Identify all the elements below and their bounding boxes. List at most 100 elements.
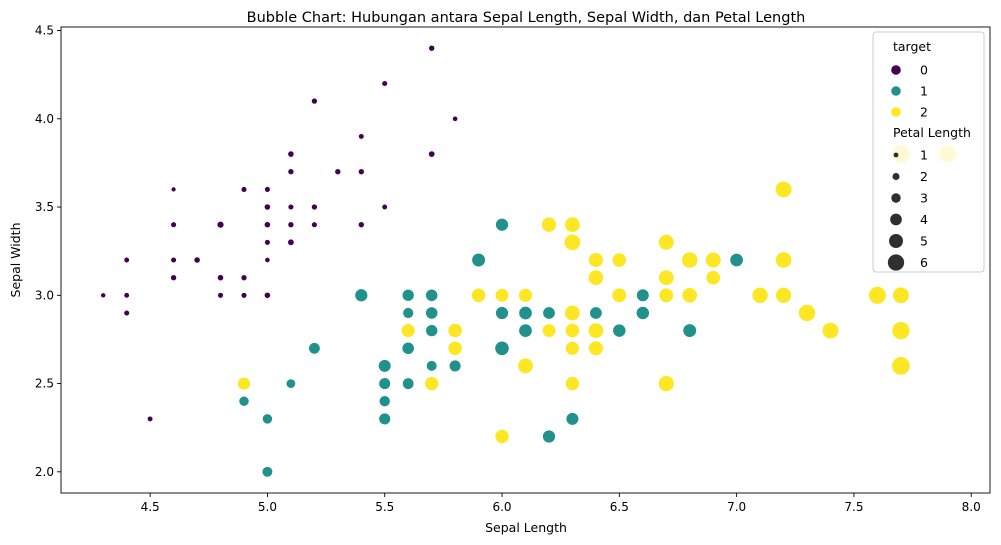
bubble-target-2 xyxy=(658,375,675,392)
legend-label-target-0: 0 xyxy=(920,63,928,78)
bubble-target-2 xyxy=(424,376,440,391)
legend-label-size-4: 4 xyxy=(920,212,928,227)
bubble-target-0 xyxy=(334,168,342,175)
bubble-target-2 xyxy=(564,323,580,339)
bubble-target-1 xyxy=(378,377,391,390)
legend-label-size-3: 3 xyxy=(920,191,928,206)
legend-label-size-6: 6 xyxy=(920,255,928,270)
legend-marker-target-2 xyxy=(891,107,901,117)
bubble-target-1 xyxy=(542,306,556,320)
bubble-target-2 xyxy=(611,287,627,303)
bubble-target-0 xyxy=(216,220,225,229)
bubble-target-1 xyxy=(494,340,510,356)
legend-marker-size-1 xyxy=(893,152,899,158)
y-tick-label: 4.0 xyxy=(35,112,54,126)
x-tick-label: 7.5 xyxy=(844,500,863,514)
chart-title: Bubble Chart: Hubungan antara Sepal Leng… xyxy=(247,10,806,26)
x-tick-label: 8.0 xyxy=(962,500,981,514)
legend-marker-size-5 xyxy=(889,234,903,248)
bubble-target-0 xyxy=(287,203,295,211)
bubble-target-0 xyxy=(217,274,224,282)
bubble-target-1 xyxy=(495,306,509,320)
y-tick-label: 2.0 xyxy=(35,465,54,479)
bubble-target-2 xyxy=(447,340,463,356)
bubble-target-2 xyxy=(611,252,627,268)
bubble-target-1 xyxy=(518,323,533,338)
x-axis-label: Sepal Length xyxy=(485,520,567,535)
x-tick-label: 6.5 xyxy=(610,500,629,514)
bubble-target-2 xyxy=(564,305,581,321)
bubble-target-2 xyxy=(401,323,416,338)
bubble-target-0 xyxy=(264,291,271,299)
bubble-target-2 xyxy=(891,321,911,340)
bubble-target-1 xyxy=(426,360,438,372)
bubble-target-2 xyxy=(658,269,675,286)
legend-hue-entries: 0 1 2 xyxy=(891,63,928,120)
bubble-target-2 xyxy=(471,287,487,303)
bubble-target-0 xyxy=(358,221,365,228)
bubble-target-0 xyxy=(287,238,295,246)
bubble-target-1 xyxy=(448,359,462,373)
bubble-target-0 xyxy=(428,150,436,158)
x-tick-label: 6.0 xyxy=(492,500,511,514)
legend-marker-size-4 xyxy=(890,213,902,226)
bubble-target-2 xyxy=(541,216,557,233)
legend-label-size-5: 5 xyxy=(920,234,928,249)
bubble-target-2 xyxy=(237,376,251,391)
bubble-target-0 xyxy=(358,168,365,175)
bubble-target-0 xyxy=(123,309,130,317)
legend-marker-size-6 xyxy=(887,254,905,271)
bubble-target-0 xyxy=(123,256,130,264)
bubble-target-0 xyxy=(170,221,177,228)
bubble-target-1 xyxy=(378,359,392,373)
bubble-target-1 xyxy=(636,288,650,302)
bubble-target-1 xyxy=(308,342,321,355)
bubble-target-2 xyxy=(447,323,463,339)
bubble-target-1 xyxy=(378,412,391,426)
bubble-target-0 xyxy=(123,292,130,299)
bubble-target-2 xyxy=(494,288,510,303)
bubble-target-0 xyxy=(240,274,248,281)
legend-size-title: Petal Length xyxy=(893,125,971,140)
bubble-target-2 xyxy=(821,322,840,340)
bubble-target-0 xyxy=(217,292,224,299)
bubble-target-0 xyxy=(240,186,248,193)
legend-label-size-1: 1 xyxy=(920,148,928,163)
bubble-target-2 xyxy=(658,234,675,251)
legend-label-size-2: 2 xyxy=(920,169,928,184)
bubble-target-0 xyxy=(100,292,107,299)
bubble-target-0 xyxy=(381,80,388,87)
y-axis-ticks: 2.0 2.5 3.0 3.5 4.0 4.5 xyxy=(35,24,61,479)
bubble-target-1 xyxy=(565,412,580,426)
bubble-target-2 xyxy=(565,376,580,391)
bubble-target-1 xyxy=(471,252,486,268)
plot-frame xyxy=(60,26,991,494)
bubble-target-0 xyxy=(264,186,271,193)
bubble-target-1 xyxy=(612,323,627,338)
y-axis-label: Sepal Width xyxy=(8,223,23,298)
x-tick-label: 5.0 xyxy=(258,500,277,514)
bubble-target-0 xyxy=(264,239,271,246)
x-axis-ticks: 4.5 5.0 5.5 6.0 6.5 7.0 7.5 8.0 xyxy=(141,493,981,514)
bubble-target-1 xyxy=(354,288,369,303)
bubble-target-2 xyxy=(892,286,910,304)
bubble-target-2 xyxy=(891,356,911,376)
bubble-target-1 xyxy=(425,288,439,302)
bubble-target-2 xyxy=(705,251,722,269)
bubble-target-1 xyxy=(425,306,439,320)
bubble-target-0 xyxy=(311,97,318,105)
x-tick-label: 5.5 xyxy=(375,500,394,514)
bubble-target-1 xyxy=(425,324,438,337)
bubble-target-1 xyxy=(401,341,415,355)
bubble-target-1 xyxy=(682,323,697,338)
bubble-target-2 xyxy=(588,340,604,356)
bubble-target-1 xyxy=(495,217,509,232)
legend: target 0 1 2 Petal Length 1 2 3 4 5 6 xyxy=(872,31,985,273)
legend-marker-target-1 xyxy=(891,86,901,96)
bubble-target-0 xyxy=(287,168,295,175)
bubble-target-1 xyxy=(729,253,744,267)
bubble-target-0 xyxy=(170,274,177,281)
bubble-target-2 xyxy=(868,286,887,305)
bubble-target-0 xyxy=(287,221,295,228)
